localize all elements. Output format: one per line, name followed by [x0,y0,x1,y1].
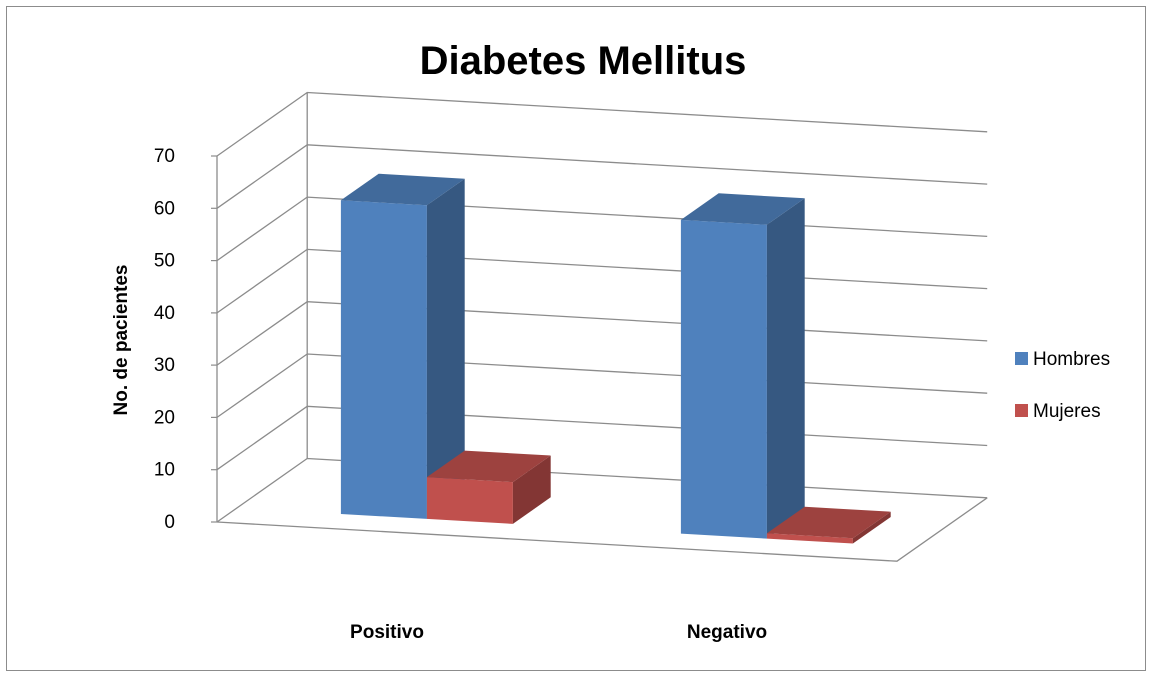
grid-layer [216,91,988,562]
bar-front-face [340,200,427,519]
bar-top-face [680,193,805,225]
y-tick-label: 70 [154,146,175,167]
bar-front-face [680,219,767,539]
bar-top-face [426,450,551,483]
y-axis-label: No. de pacientes [111,265,132,416]
y-tick-label: 40 [154,303,175,324]
bars-layer [340,173,891,544]
y-tick-label: 30 [154,355,175,376]
ticks-layer: 0 10 20 30 40 50 60 70 [154,146,217,533]
y-tick-label: 50 [154,251,175,272]
bar-hombres-negativo [680,193,805,539]
y-tick-label: 20 [154,407,175,428]
x-category-label: Negativo [687,622,767,643]
x-category-label: Positivo [350,622,424,643]
bar-mujeres-negativo [766,506,891,544]
bar-side-face [852,511,891,544]
y-tick-label: 10 [154,460,175,481]
bar-top-face [340,173,465,206]
bar-front-face [766,533,853,544]
bar-top-face [766,506,891,539]
legend-swatch [1015,404,1028,417]
legend-label: Mujeres [1033,401,1101,422]
bar-front-face [426,477,513,524]
bar-side-face [512,455,551,524]
bar-side-face [426,178,465,519]
legend-label: Hombres [1033,349,1110,370]
legend-swatch [1015,352,1028,365]
bar-side-face [766,198,805,539]
legend-layer: Hombres Mujeres [1015,349,1110,422]
bar-mujeres-positivo [426,450,551,524]
y-tick-label: 0 [164,512,175,533]
y-tick-label: 60 [154,198,175,219]
floor-edge [216,497,988,562]
bar-hombres-positivo [340,173,465,519]
category-layer: Positivo Negativo [350,622,767,643]
chart-title: Diabetes Mellitus [420,39,747,83]
